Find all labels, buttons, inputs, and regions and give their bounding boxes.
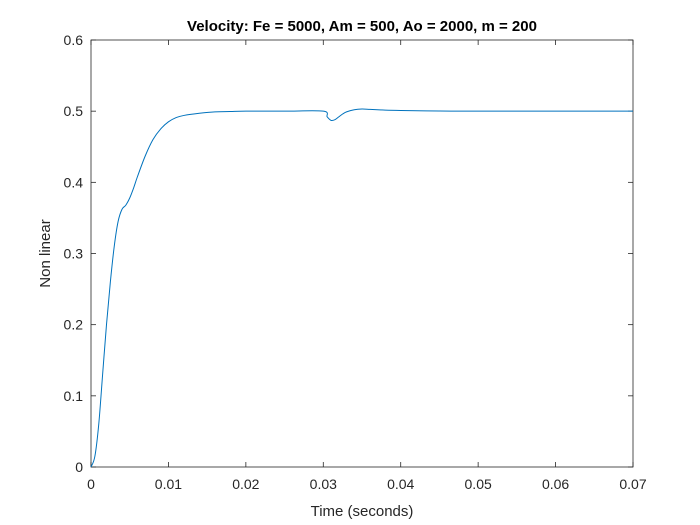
y-tick-label: 0.4 [64,174,84,190]
x-tick-label: 0.04 [387,476,414,492]
chart-title: Velocity: Fe = 5000, Am = 500, Ao = 2000… [187,18,537,35]
y-tick-label: 0.5 [64,103,84,119]
y-tick-label: 0 [75,459,83,475]
series-layer [90,108,633,468]
y-tick-label: 0.6 [64,32,84,48]
y-tick-label: 0.1 [64,388,84,404]
y-tick-label: 0.2 [64,317,84,333]
x-tick-label: 0.05 [465,476,492,492]
x-tick-label: 0.07 [619,476,646,492]
y-axis-title: Non linear [37,219,54,287]
series-line [90,108,633,468]
x-axis-title: Time (seconds) [311,503,414,520]
plot-area [90,39,634,468]
y-axis-ticks: 0 0.1 0.2 0.3 0.4 0.5 0.6 [64,32,633,475]
x-tick-label: 0.02 [232,476,259,492]
x-axis-ticks: 0 0.01 0.02 0.03 0.04 0.05 0.06 0.07 [87,40,647,492]
y-tick-label: 0.3 [64,246,84,262]
x-tick-label: 0.06 [542,476,569,492]
x-tick-label: 0 [87,476,95,492]
x-tick-label: 0.01 [155,476,182,492]
x-tick-label: 0.03 [310,476,337,492]
